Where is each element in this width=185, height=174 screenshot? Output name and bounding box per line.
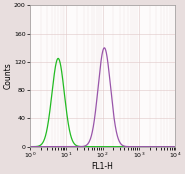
X-axis label: FL1-H: FL1-H: [92, 161, 113, 171]
Y-axis label: Counts: Counts: [4, 63, 12, 89]
